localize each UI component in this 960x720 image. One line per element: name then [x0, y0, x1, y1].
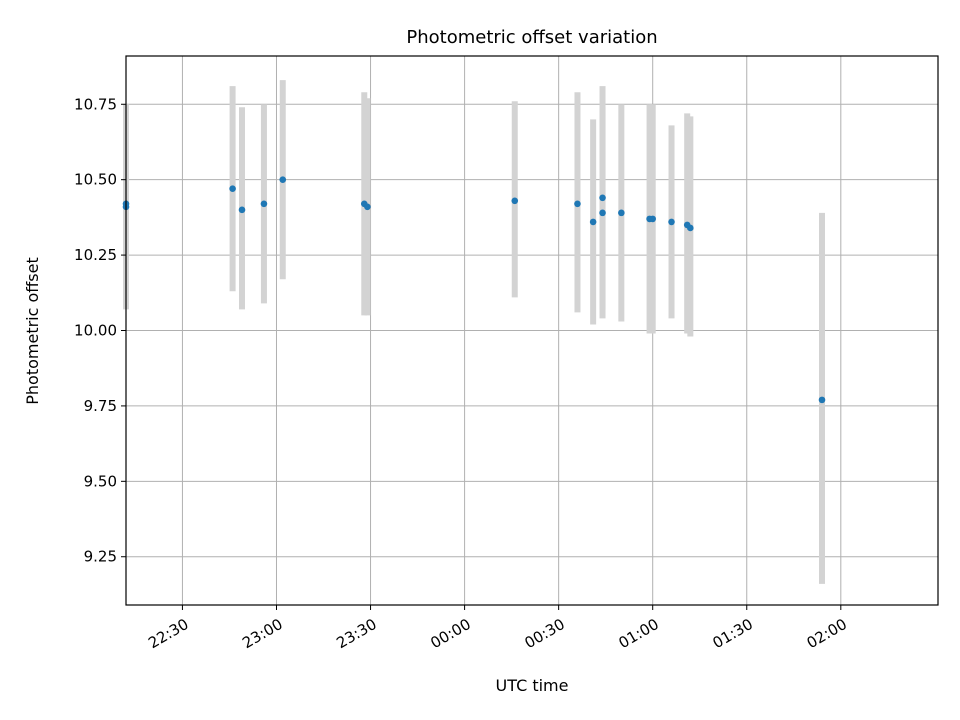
data-point [279, 176, 287, 183]
data-point [618, 209, 625, 217]
data-point [229, 185, 236, 193]
data-point [599, 194, 606, 202]
data-point [818, 396, 826, 404]
data-points [122, 176, 826, 404]
y-tick-label: 9.50 [84, 472, 117, 490]
y-axis-title: Photometric offset [23, 257, 42, 405]
y-tick-label: 10.50 [74, 171, 117, 189]
y-tick-label: 10.75 [74, 95, 117, 113]
y-axis: 9.25 9.50 9.75 10.00 10.25 10.50 10.75 [74, 95, 126, 566]
data-point [574, 200, 581, 208]
data-point [687, 224, 694, 232]
y-tick-label: 10.00 [74, 322, 117, 340]
data-point [260, 200, 268, 208]
data-point [668, 218, 675, 226]
data-point [599, 209, 606, 217]
chart-title: Photometric offset variation [406, 27, 657, 48]
data-point [511, 197, 519, 205]
data-point [649, 215, 657, 223]
data-point [589, 218, 597, 226]
x-axis-title: UTC time [496, 676, 569, 695]
y-tick-label: 10.25 [74, 246, 117, 264]
data-point [364, 203, 371, 211]
y-tick-label: 9.25 [84, 548, 117, 566]
y-tick-label: 9.75 [84, 397, 117, 415]
data-point [238, 206, 246, 214]
